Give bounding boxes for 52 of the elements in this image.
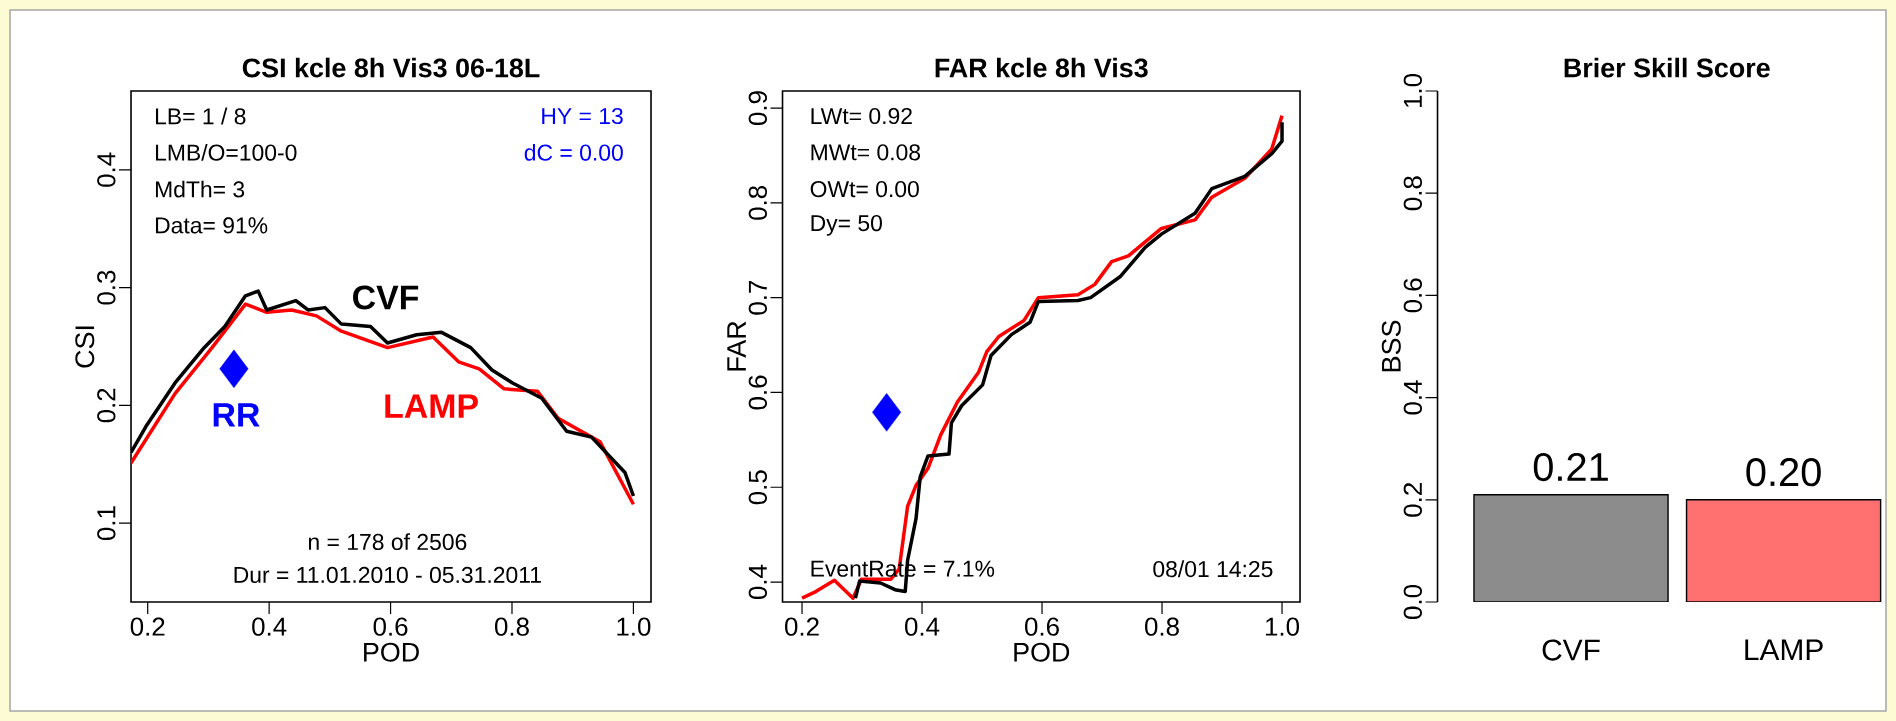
x-tick-label: 0.2 — [785, 617, 819, 636]
annotation: dC = 0.00 — [524, 143, 623, 161]
x-axis-title: POD — [1014, 642, 1070, 662]
series-label: LAMP — [385, 394, 478, 418]
annotation: Data= 91% — [155, 217, 268, 234]
annotation: 08/01 14:25 — [1153, 560, 1273, 578]
series-label: CVF — [353, 285, 419, 310]
data-label: 0.21 — [1533, 452, 1608, 482]
chart-title: CSI kcle 8h Vis3 06-18L — [242, 57, 540, 78]
y-tick-label: 0.7 — [748, 280, 767, 315]
y-tick-label: 0.4 — [1403, 380, 1422, 415]
x-tick-label: 0.8 — [495, 617, 529, 636]
y-tick-label: 0.1 — [97, 506, 116, 541]
annotation: n = 178 of 2506 — [308, 533, 467, 551]
y-axis-title: CSI — [75, 326, 95, 368]
chart-title: FAR kcle 8h Vis3 — [935, 57, 1148, 78]
x-axis-title: POD — [364, 642, 419, 662]
y-tick-label: 0.5 — [748, 470, 767, 505]
y-tick-label: 0.2 — [97, 388, 116, 423]
data-label: 0.20 — [1746, 458, 1821, 487]
x-tick-label: 0.6 — [373, 617, 408, 636]
y-axis-title: BSS — [1381, 320, 1401, 372]
annotation: LMB/O=100-0 — [155, 143, 297, 161]
y-tick-label: 0.3 — [97, 270, 116, 305]
x-tick-label: 1.0 — [617, 617, 651, 636]
x-tick-label: 0.6 — [1025, 617, 1059, 636]
y-tick-label: 0.9 — [748, 91, 767, 126]
x-tick-label: 0.4 — [252, 617, 287, 636]
annotation: MdTh= 3 — [155, 180, 245, 198]
annotation: LWt= 0.92 — [811, 107, 912, 125]
x-tick-label: 0.2 — [130, 617, 165, 636]
annotation: LB= 1 / 8 — [155, 107, 246, 125]
y-tick-label: 0.8 — [748, 185, 767, 220]
chart-title: Brier Skill Score — [1564, 57, 1770, 78]
x-tick-label: 0.8 — [1145, 617, 1179, 636]
y-tick-label: 0.8 — [1403, 176, 1422, 211]
annotation: OWt= 0.00 — [810, 180, 919, 198]
annotation: Dur = 11.01.2010 - 05.31.2011 — [234, 566, 541, 584]
x-tick-label: 0.4 — [905, 617, 940, 636]
y-tick-label: 0.0 — [1403, 584, 1422, 619]
annotation: Dy= 50 — [811, 215, 882, 236]
y-tick-label: 0.6 — [1403, 278, 1422, 313]
annotation: MWt= 0.08 — [811, 144, 921, 161]
y-tick-label: 0.4 — [97, 152, 116, 187]
y-tick-label: 0.4 — [748, 564, 767, 600]
y-tick-label: 1.0 — [1403, 73, 1422, 108]
y-tick-label: 0.6 — [748, 375, 767, 410]
x-tick-label: 1.0 — [1265, 617, 1300, 636]
annotation: HY = 13 — [542, 107, 623, 125]
series-label: RR — [213, 403, 260, 427]
y-axis-title: FAR — [727, 321, 746, 371]
y-tick-label: 0.2 — [1403, 483, 1422, 517]
